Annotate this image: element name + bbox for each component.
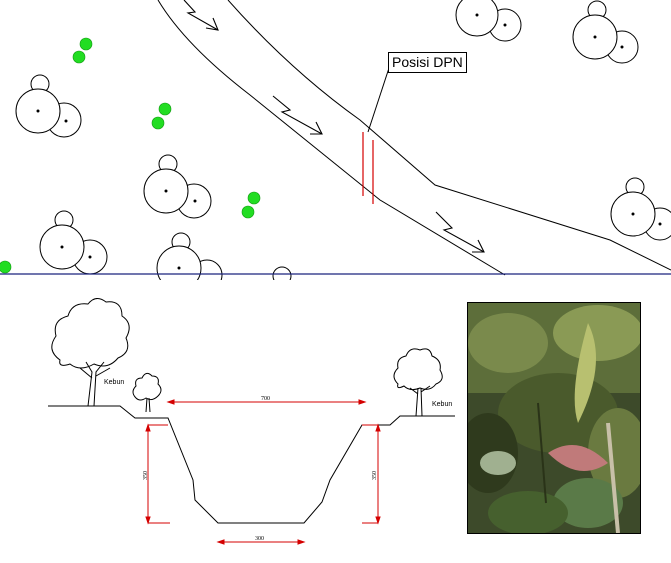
dimension-bottom <box>216 539 306 545</box>
tree-small-icon <box>132 372 162 413</box>
shrubs <box>0 37 261 274</box>
tree-icon <box>39 210 108 275</box>
shrub-icon <box>241 205 255 219</box>
vegetation-photo-image <box>468 303 640 533</box>
dimension-left <box>145 423 170 525</box>
tree-icon <box>156 232 223 280</box>
shrub-icon <box>72 50 86 64</box>
flow-arrow-icon <box>183 0 219 31</box>
dpn-marker <box>362 132 374 204</box>
shrub-icon <box>79 37 93 51</box>
river-bank-right <box>227 0 671 271</box>
tree-icon <box>455 0 522 42</box>
dimension-top <box>166 399 367 405</box>
flow-arrow-icon <box>435 211 485 253</box>
dim-top-width: 700 <box>261 396 270 402</box>
dim-left-height: 350 <box>143 471 149 480</box>
river-bank-left <box>157 0 506 276</box>
dim-right-height: 350 <box>372 471 378 480</box>
ground-profile <box>48 405 455 524</box>
dimension-right <box>362 423 381 525</box>
shrub-icon <box>247 191 261 205</box>
tree-left-icon <box>51 298 130 407</box>
river-channel <box>157 0 671 276</box>
tree-icon <box>15 74 82 138</box>
shrub-icon <box>151 116 165 130</box>
tree-icon <box>143 154 212 219</box>
shrub-icon <box>158 102 172 116</box>
dim-bottom-width: 300 <box>255 536 264 542</box>
tree-icon <box>572 0 639 64</box>
plan-view <box>0 0 671 280</box>
shrub-icon <box>0 260 12 274</box>
flow-arrow-icon <box>272 95 323 135</box>
flow-arrows <box>183 0 485 253</box>
kebun-left-label: Kebun <box>104 379 124 386</box>
dpn-position-label: Posisi DPN <box>388 52 467 73</box>
cross-section: Kebun Kebun 700 350 350 300 <box>48 298 455 545</box>
trees <box>15 0 671 280</box>
tree-right-icon <box>393 348 443 417</box>
kebun-right-label: Kebun <box>432 401 452 408</box>
site-photo <box>467 302 641 534</box>
tree-icon <box>610 177 671 241</box>
dpn-leader-line <box>367 67 390 133</box>
